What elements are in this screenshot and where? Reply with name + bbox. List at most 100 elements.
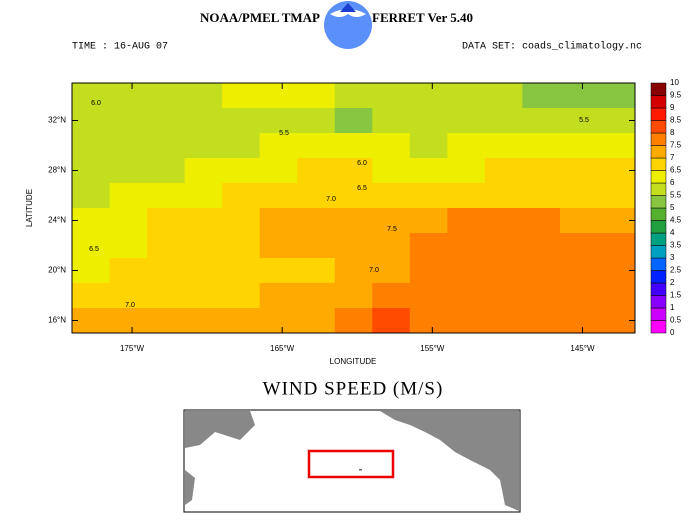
contour-cell	[372, 183, 411, 209]
contour-cell	[72, 283, 111, 309]
contour-cell	[147, 308, 186, 334]
y-tick-label: 32°N	[48, 116, 66, 125]
colorbar-label: 4.5	[670, 216, 682, 225]
contour-cell	[109, 208, 148, 234]
chart-title: WIND SPEED (M/S)	[263, 378, 444, 399]
contour-cell	[147, 233, 186, 259]
dataset-label: DATA SET: coads_climatology.nc	[462, 41, 642, 53]
x-tick-label: 165°W	[270, 344, 295, 353]
colorbar-label: 3	[670, 253, 675, 262]
y-tick-label: 24°N	[48, 216, 66, 225]
contour-cell	[109, 108, 148, 134]
contour-cell	[522, 283, 561, 309]
contour-cell	[409, 208, 448, 234]
contour-label: 7.0	[125, 302, 135, 309]
contour-label: 6.0	[357, 160, 367, 167]
contour-cell	[109, 233, 148, 259]
contour-cell	[184, 158, 223, 184]
contour-cell	[72, 83, 111, 109]
contour-cell	[259, 208, 298, 234]
contour-cell	[147, 258, 186, 284]
contour-cell	[72, 233, 111, 259]
contour-cell	[334, 258, 373, 284]
contour-cell	[522, 183, 561, 209]
contour-cell	[184, 83, 223, 109]
contour-cell	[147, 208, 186, 234]
contour-cell	[409, 258, 448, 284]
contour-cell	[447, 208, 486, 234]
colorbar-swatch	[650, 157, 667, 171]
colorbar-swatch	[650, 120, 667, 134]
contour-cell	[522, 308, 561, 334]
colorbar-label: 7.5	[670, 141, 682, 150]
contour-label: 6.5	[357, 185, 367, 192]
contour-cell	[559, 108, 598, 134]
colorbar-swatch	[650, 307, 667, 321]
colorbar-label: 10	[670, 78, 679, 87]
contour-cell	[447, 258, 486, 284]
contour-cell	[109, 158, 148, 184]
contour-cell	[522, 258, 561, 284]
contour-cell	[409, 233, 448, 259]
contour-cell	[297, 258, 336, 284]
contour-cell	[559, 308, 598, 334]
contour-cell	[297, 108, 336, 134]
colorbar-label: 6	[670, 178, 675, 187]
y-tick-label: 20°N	[48, 266, 66, 275]
contour-cell	[484, 283, 523, 309]
x-tick-label: 175°W	[120, 344, 145, 353]
colorbar-label: 5	[670, 203, 675, 212]
colorbar-swatch	[650, 195, 667, 209]
colorbar-swatch	[650, 182, 667, 196]
contour-cell	[297, 308, 336, 334]
contour-label: 5.5	[279, 130, 289, 137]
contour-cell	[72, 183, 111, 209]
logo	[324, 1, 372, 49]
contour-cell	[409, 83, 448, 109]
colorbar-label: 9.5	[670, 91, 682, 100]
contour-cell	[447, 233, 486, 259]
contour-cell	[484, 108, 523, 134]
contour-cell	[484, 208, 523, 234]
contour-cell	[297, 283, 336, 309]
colorbar-swatch	[650, 95, 667, 109]
contour-cell	[447, 158, 486, 184]
contour-label: 5.5	[579, 117, 589, 124]
contour-cell	[334, 208, 373, 234]
contour-label: 7.0	[369, 267, 379, 274]
contour-cell	[447, 183, 486, 209]
contour-cell	[259, 258, 298, 284]
contour-cell	[372, 283, 411, 309]
colorbar-swatch	[650, 145, 667, 159]
contour-cell	[184, 208, 223, 234]
contour-cell	[334, 283, 373, 309]
contour-cell	[334, 183, 373, 209]
colorbar-swatch	[650, 320, 667, 334]
contour-cell	[447, 108, 486, 134]
inset-map	[183, 409, 521, 513]
contour-cell	[484, 133, 523, 159]
colorbar-label: 4	[670, 228, 675, 237]
contour-cell	[559, 283, 598, 309]
plot-frame	[71, 82, 636, 334]
contour-cell	[72, 108, 111, 134]
contour-cell	[334, 158, 373, 184]
contour-cell	[484, 308, 523, 334]
contour-cell	[184, 133, 223, 159]
contour-cell	[522, 158, 561, 184]
colorbar-label: 0.5	[670, 316, 682, 325]
x-axis-label: LONGITUDE	[330, 357, 377, 366]
contour-cell	[109, 258, 148, 284]
contour-cell	[109, 133, 148, 159]
contour-cell	[259, 83, 298, 109]
colorbar-swatch	[650, 82, 667, 96]
contour-cell	[559, 183, 598, 209]
contour-cell	[222, 258, 261, 284]
contour-cell	[372, 258, 411, 284]
contour-cell	[597, 83, 636, 109]
contour-cell	[222, 208, 261, 234]
contour-cell	[372, 233, 411, 259]
contour-cell	[259, 233, 298, 259]
contour-cell	[334, 133, 373, 159]
colorbar-swatch	[650, 220, 667, 234]
